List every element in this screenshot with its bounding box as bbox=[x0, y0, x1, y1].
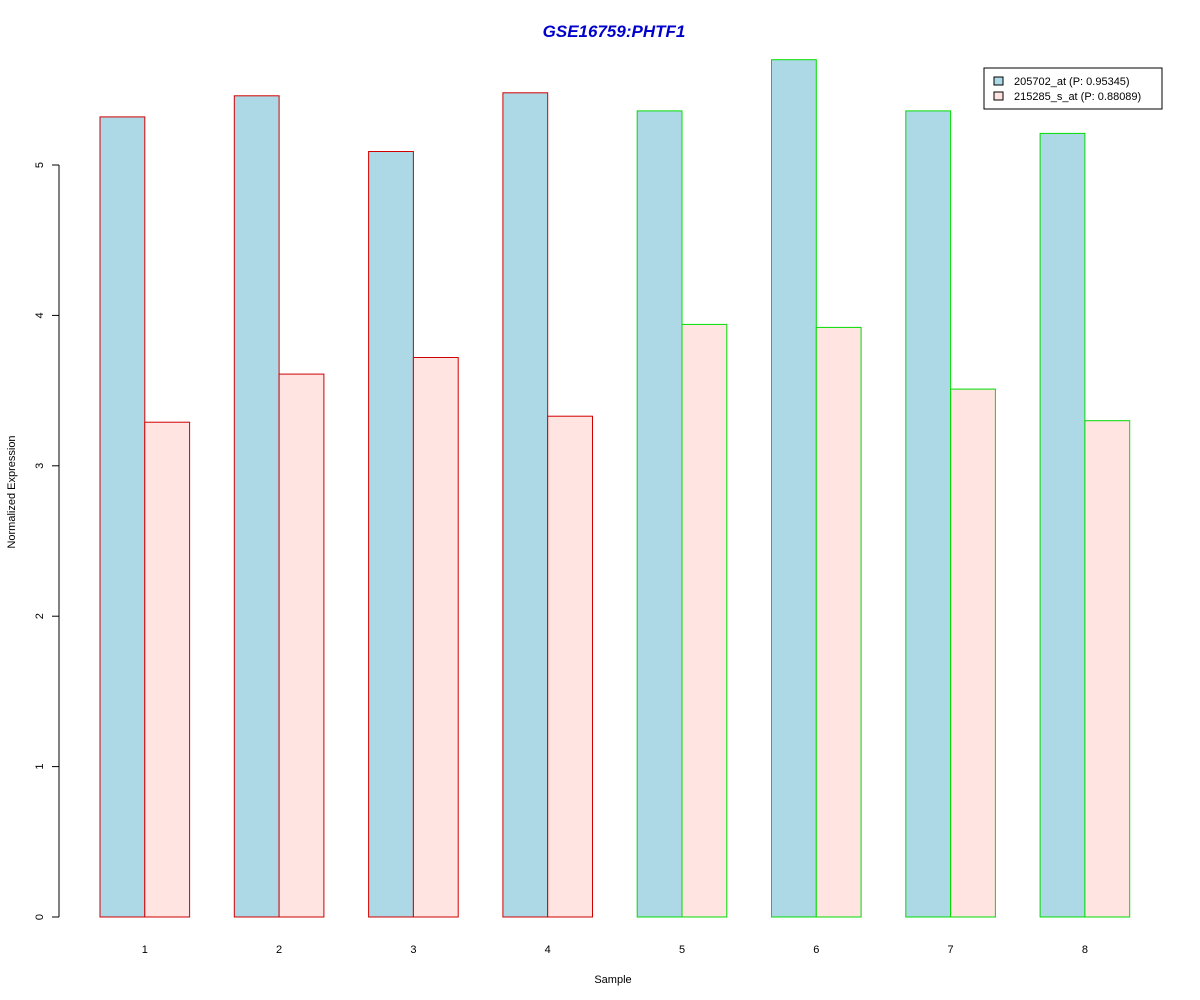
bar-s1-sample-5 bbox=[636, 110, 683, 918]
legend-box bbox=[983, 67, 1163, 110]
y-tick-label-3: 3 bbox=[34, 463, 46, 469]
x-axis-label: Sample bbox=[594, 974, 631, 986]
bar-s2-sample-5 bbox=[681, 323, 728, 918]
x-tick-label-3: 3 bbox=[410, 944, 416, 956]
bar-s1-sample-2 bbox=[233, 95, 280, 918]
legend-swatch-1 bbox=[993, 76, 1004, 86]
bar-s1-sample-7 bbox=[905, 110, 952, 918]
chart-title: GSE16759:PHTF1 bbox=[543, 22, 686, 41]
bar-s2-sample-7 bbox=[950, 388, 996, 918]
legend-label-2: 215285_s_at (P: 0.88089) bbox=[1014, 91, 1141, 103]
x-tick-label-8: 8 bbox=[1082, 944, 1088, 956]
bar-s2-sample-3 bbox=[412, 357, 459, 918]
bar-s2-sample-4 bbox=[547, 415, 594, 918]
x-tick-label-1: 1 bbox=[142, 944, 148, 956]
bars-group bbox=[99, 59, 1131, 918]
bar-s2-sample-2 bbox=[278, 373, 325, 918]
y-tick-label-2: 2 bbox=[34, 613, 46, 619]
x-axis-tick-labels: 1 2 3 4 5 6 7 8 bbox=[142, 944, 1088, 956]
legend: 205702_at (P: 0.95345) 215285_s_at (P: 0.… bbox=[983, 67, 1163, 110]
bar-s2-sample-6 bbox=[815, 326, 862, 918]
y-tick-label-1: 1 bbox=[34, 764, 46, 770]
y-tick-label-5: 5 bbox=[34, 162, 46, 168]
y-axis: 0 1 2 3 4 5 bbox=[34, 162, 60, 920]
bar-s1-sample-4 bbox=[502, 92, 549, 918]
legend-label-1: 205702_at (P: 0.95345) bbox=[1014, 76, 1130, 88]
bar-s1-sample-6 bbox=[771, 59, 817, 918]
bar-s1-sample-3 bbox=[368, 151, 414, 918]
bar-s1-sample-8 bbox=[1039, 132, 1086, 918]
bar-s2-sample-1 bbox=[144, 421, 191, 918]
bar-s2-sample-8 bbox=[1084, 420, 1131, 918]
y-axis-label: Normalized Expression bbox=[6, 435, 18, 548]
x-tick-label-4: 4 bbox=[545, 944, 551, 956]
x-tick-label-2: 2 bbox=[276, 944, 282, 956]
legend-swatch-2 bbox=[993, 91, 1004, 101]
y-tick-label-4: 4 bbox=[34, 312, 46, 318]
y-tick-label-0: 0 bbox=[34, 914, 46, 920]
x-tick-label-5: 5 bbox=[679, 944, 685, 956]
x-tick-label-6: 6 bbox=[813, 944, 819, 956]
x-tick-label-7: 7 bbox=[948, 944, 954, 956]
bar-s1-sample-1 bbox=[99, 116, 146, 918]
